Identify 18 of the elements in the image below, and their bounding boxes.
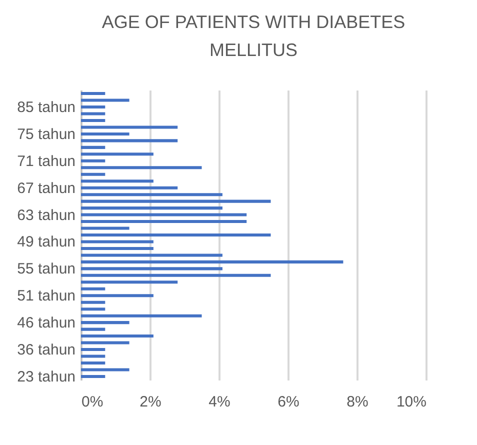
y-tick-label: 51 tahun — [17, 288, 76, 305]
y-tick-label: 63 tahun — [17, 206, 76, 224]
x-tick-label: 0% — [82, 394, 104, 410]
y-tick-label: 71 tahun — [17, 152, 76, 170]
y-tick-label: 85 tahun — [17, 99, 76, 116]
x-tick-label: 8% — [346, 394, 368, 410]
x-tick-label: 2% — [140, 394, 162, 410]
y-tick-label: 36 tahun — [17, 342, 76, 359]
y-tick-label: 75 tahun — [17, 126, 76, 143]
x-tick-label: 10% — [396, 394, 426, 410]
y-tick-label: 23 tahun — [17, 368, 76, 386]
y-tick-label: 46 tahun — [17, 314, 76, 332]
y-tick-label: 49 tahun — [17, 234, 76, 251]
x-tick-label: 4% — [208, 394, 230, 410]
x-tick-label: 6% — [278, 394, 300, 410]
chart-title: AGE OF PATIENTS WITH DIABETES MELLITUS — [102, 12, 406, 60]
y-tick-label: 67 tahun — [17, 180, 76, 197]
y-tick-label: 55 tahun — [17, 260, 76, 278]
